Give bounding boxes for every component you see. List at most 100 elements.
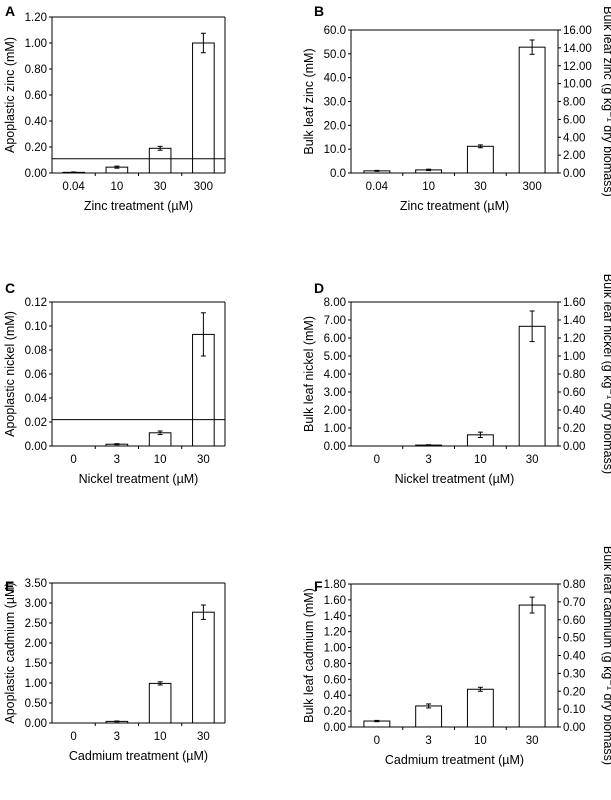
y-tick-label: 1.00 — [324, 423, 346, 435]
y-tick-label: 7.00 — [324, 315, 346, 327]
x-tick-label: 10 — [154, 454, 167, 466]
x-tick-label: 3 — [425, 735, 431, 747]
panel-letter: D — [314, 280, 324, 296]
x-tick-label: 0 — [374, 454, 380, 466]
panel-letter: C — [5, 280, 15, 296]
y-tick-label: 4.00 — [324, 369, 346, 381]
y-axis-title: Apoplastic cadmium (µM) — [3, 582, 17, 723]
x-tick-label: 30 — [526, 454, 539, 466]
y-tick-label: 40.0 — [324, 73, 346, 85]
y2-tick-label: 0.00 — [563, 168, 585, 180]
y-tick-label: 0.02 — [25, 417, 47, 429]
y-axis-title: Apoplastic zinc (mM) — [3, 37, 17, 153]
panel-A: A 0.00 0.20 0.40 0.60 0.80 1.00 1.20 0.04 10 30 300… — [3, 3, 226, 213]
y-tick-label: 3.00 — [324, 387, 346, 399]
x-axis-title: Cadmium treatment (µM) — [69, 749, 208, 763]
y2-tick-label: 0.20 — [563, 423, 585, 435]
y-tick-label: 1.50 — [25, 658, 47, 670]
y-tick-label: 0.40 — [324, 690, 346, 702]
y-tick-label: 0.00 — [25, 441, 47, 453]
x-tick-label: 30 — [197, 454, 210, 466]
y2-tick-label: 10.00 — [563, 79, 592, 91]
y-tick-label: 0.00 — [324, 722, 346, 734]
x-tick-label: 30 — [526, 735, 539, 747]
y2-tick-label: 0.50 — [563, 633, 585, 645]
y-tick-label: 2.00 — [25, 638, 47, 650]
panel-letter: E — [5, 578, 14, 594]
x-tick-label: 0 — [70, 731, 76, 743]
bar — [518, 604, 546, 728]
bar — [518, 325, 546, 447]
y-tick-label: 50.0 — [324, 49, 346, 61]
panel-D: D 0.00 1.00 2.00 3.00 4.00 5.00 6.00 7.00 8.00 0.0… — [302, 274, 611, 486]
x-axis-title: Nickel treatment (µM) — [79, 472, 199, 486]
y-tick-label: 0.40 — [25, 116, 47, 128]
y2-tick-label: 2.00 — [563, 150, 585, 162]
y-tick-label: 5.00 — [324, 351, 346, 363]
y-tick-label: 1.00 — [25, 38, 47, 50]
panel-B: B 0.0 10.0 20.0 30.0 40.0 50.0 60.0 0.00 2.00 4.00… — [302, 3, 611, 213]
y-tick-label: 3.50 — [25, 578, 47, 590]
x-axis-title: Zinc treatment (µM) — [400, 199, 509, 213]
y-tick-label: 0.10 — [25, 321, 47, 333]
y-tick-label: 3.00 — [25, 598, 47, 610]
y2-tick-label: 0.60 — [563, 615, 585, 627]
bar — [148, 682, 172, 724]
x-tick-label: 30 — [154, 181, 167, 193]
bar — [466, 688, 494, 728]
y-tick-label: 1.00 — [324, 643, 346, 655]
y-tick-label: 0.80 — [324, 658, 346, 670]
y-axis-title: Apoplastic nickel (mM) — [3, 311, 17, 437]
y2-tick-label: 1.20 — [563, 333, 585, 345]
panel-letter: A — [5, 3, 15, 19]
x-tick-label: 300 — [523, 181, 542, 193]
y2-tick-label: 0.70 — [563, 597, 585, 609]
x-tick-label: 0.04 — [366, 181, 389, 193]
y-tick-label: 0.0 — [330, 168, 346, 180]
y2-tick-label: 14.00 — [563, 43, 592, 55]
y-tick-label: 1.40 — [324, 611, 346, 623]
y2-axis-title: Bulk leaf cadmium (g kg⁻¹ dry biomass) — [601, 546, 611, 765]
y-tick-label: 10.0 — [324, 144, 346, 156]
y-tick-label: 0.20 — [25, 142, 47, 154]
y2-tick-label: 0.80 — [563, 369, 585, 381]
y-tick-label: 0.00 — [25, 168, 47, 180]
y-tick-label: 0.80 — [25, 64, 47, 76]
x-tick-label: 10 — [422, 181, 435, 193]
panel-letter: F — [314, 578, 323, 594]
y2-tick-label: 0.40 — [563, 651, 585, 663]
y2-tick-label: 0.00 — [563, 441, 585, 453]
panel-letter: B — [314, 3, 324, 19]
panel-E: E 0.00 0.50 1.00 1.50 2.00 2.50 3.00 3.50 0 3 10 30 C… — [3, 578, 226, 763]
y-axis-title: Bulk leaf nickel (mM) — [302, 316, 316, 432]
bar — [466, 145, 494, 174]
y-tick-label: 8.00 — [324, 297, 346, 309]
bar — [415, 705, 443, 728]
x-tick-label: 30 — [474, 181, 487, 193]
y-axis-title: Bulk leaf cadmium (mM) — [302, 588, 316, 723]
y-tick-label: 1.20 — [25, 12, 47, 24]
y-tick-label: 0.20 — [324, 706, 346, 718]
y2-tick-label: 1.40 — [563, 315, 585, 327]
y-tick-label: 1.80 — [324, 579, 346, 591]
x-axis-title: Cadmium treatment (µM) — [385, 753, 524, 767]
x-tick-label: 3 — [114, 454, 120, 466]
y-tick-label: 1.60 — [324, 595, 346, 607]
y2-tick-label: 4.00 — [563, 132, 585, 144]
y-tick-label: 0.00 — [324, 441, 346, 453]
y2-tick-label: 0.80 — [563, 579, 585, 591]
y2-axis-title: Bulk leaf zinc (g kg⁻¹ dry biomass) — [601, 6, 611, 197]
x-tick-label: 3 — [425, 454, 431, 466]
y2-tick-label: 0.30 — [563, 668, 585, 680]
y-tick-label: 20.0 — [324, 120, 346, 132]
y-tick-label: 0.08 — [25, 345, 47, 357]
y2-tick-label: 0.40 — [563, 405, 585, 417]
x-tick-label: 10 — [474, 735, 487, 747]
y2-tick-label: 0.60 — [563, 387, 585, 399]
y2-tick-label: 8.00 — [563, 97, 585, 109]
panel-C: C 0.00 0.02 0.04 0.06 0.08 0.10 0.12 0 3 10 30 Nicke… — [3, 280, 226, 486]
x-tick-label: 10 — [154, 731, 167, 743]
x-tick-label: 30 — [197, 731, 210, 743]
panel-F: F 0.00 0.20 0.40 0.60 0.80 1.00 1.20 1.40 1.60 1.8… — [302, 546, 611, 767]
